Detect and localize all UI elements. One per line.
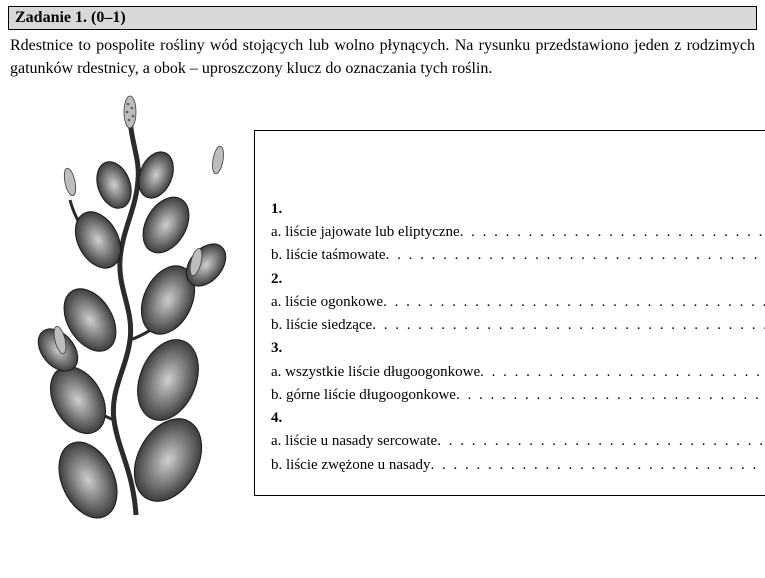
content-row: Klucz do oznaczania gatunków rodzaju: rd… xyxy=(8,90,757,525)
key-section-number: 1. xyxy=(271,198,765,221)
key-section-number: 4. xyxy=(271,407,765,430)
plant-svg-icon xyxy=(18,90,248,520)
key-row-lead: a. wszystkie liście długoogonkowe xyxy=(271,361,480,384)
key-sections: 1.a. liście jajowate lub eliptyczne idź … xyxy=(271,198,765,477)
identification-key-box: Klucz do oznaczania gatunków rodzaju: rd… xyxy=(254,130,765,496)
key-row: a. liście jajowate lub eliptyczne idź do… xyxy=(271,221,765,244)
plant-illustration xyxy=(8,90,254,525)
key-row-lead: b. liście zwężone u nasady xyxy=(271,454,431,477)
key-section-number: 3. xyxy=(271,337,765,360)
key-row-lead: b. liście siedzące xyxy=(271,314,372,337)
task-header: Zadanie 1. (0–1) xyxy=(8,6,757,30)
key-row-lead: b. liście taśmowate xyxy=(271,244,386,267)
key-row: b. liście siedzące idź do pkt 4. xyxy=(271,314,765,337)
leader-dots xyxy=(480,361,765,384)
identification-key-column: Klucz do oznaczania gatunków rodzaju: rd… xyxy=(254,90,765,496)
exercise-page: Zadanie 1. (0–1) Rdestnice to pospolite … xyxy=(0,0,765,578)
key-row: b. liście zwężone u nasady rdestnica kęd… xyxy=(271,454,765,477)
key-title: Klucz do oznaczania gatunków rodzaju: rd… xyxy=(271,145,765,192)
leader-dots xyxy=(383,291,765,314)
task-header-text: Zadanie 1. (0–1) xyxy=(15,9,126,26)
key-section-number: 2. xyxy=(271,268,765,291)
leader-dots xyxy=(460,221,765,244)
key-row-lead: a. liście ogonkowe xyxy=(271,291,383,314)
key-row: b. liście taśmowate rdestnica drobna xyxy=(271,244,765,267)
leader-dots xyxy=(437,430,765,453)
key-row: a. liście u nasady sercowate rdestnica p… xyxy=(271,430,765,453)
leader-dots xyxy=(431,454,765,477)
leader-dots xyxy=(456,384,765,407)
leader-dots xyxy=(372,314,765,337)
key-row: a. wszystkie liście długoogonkowe rdestn… xyxy=(271,361,765,384)
leader-dots xyxy=(386,244,765,267)
key-row: a. liście ogonkowe idź do pkt 3. xyxy=(271,291,765,314)
task-intro-text: Rdestnice to pospolite rośliny wód stoją… xyxy=(10,37,755,77)
key-row-lead: a. liście u nasady sercowate xyxy=(271,430,437,453)
key-row-lead: a. liście jajowate lub eliptyczne xyxy=(271,221,460,244)
task-intro: Rdestnice to pospolite rośliny wód stoją… xyxy=(8,30,757,80)
key-row-lead: b. górne liście długoogonkowe xyxy=(271,384,456,407)
key-row: b. górne liście długoogonkowe rdestnica … xyxy=(271,384,765,407)
